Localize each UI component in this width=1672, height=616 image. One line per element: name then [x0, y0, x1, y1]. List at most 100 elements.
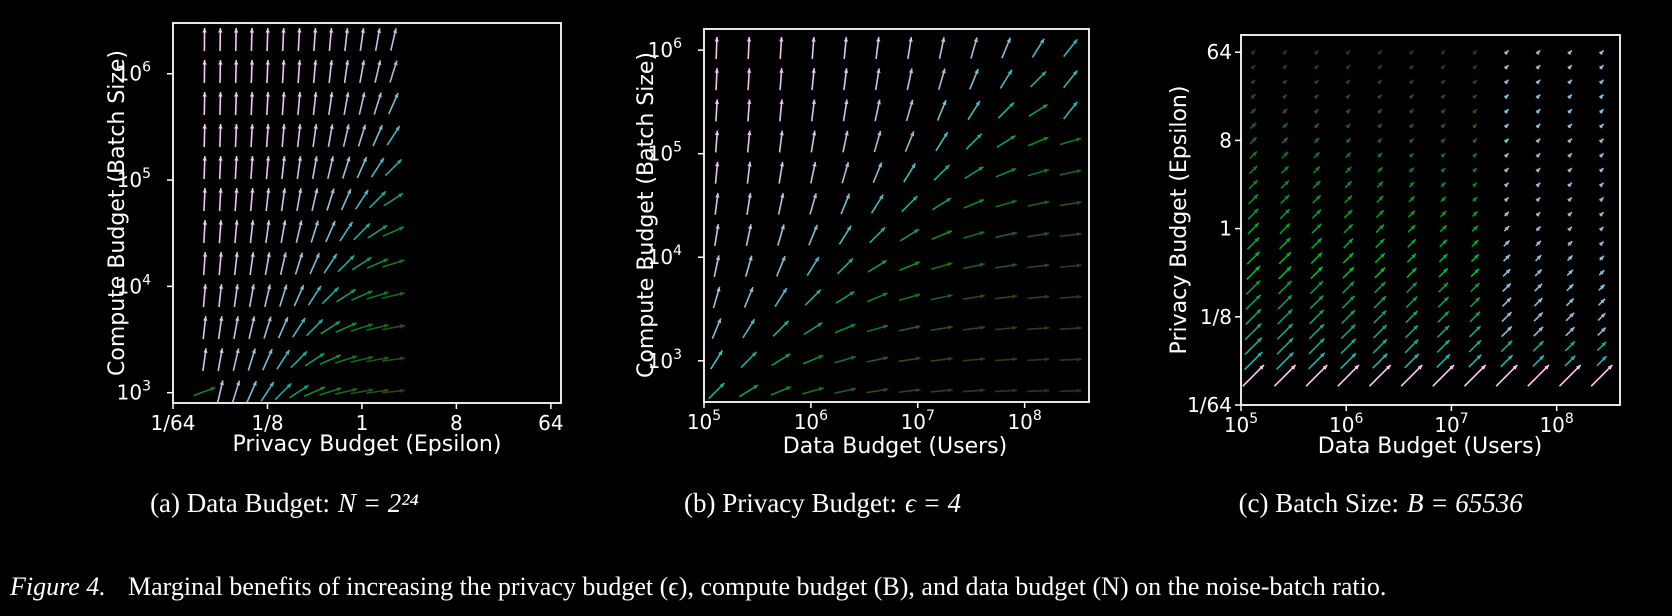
arrow — [1313, 137, 1320, 144]
arrow — [747, 99, 752, 122]
arrow — [1470, 268, 1480, 278]
arrow — [1405, 310, 1419, 324]
arrow — [280, 220, 287, 244]
arrow — [746, 192, 752, 215]
arrow — [774, 287, 788, 308]
arrow — [1567, 167, 1573, 173]
arrow — [274, 382, 292, 401]
arrow — [234, 220, 239, 244]
arrow — [1503, 196, 1510, 203]
arrow — [1345, 123, 1351, 129]
arrow — [319, 354, 342, 365]
arrow — [810, 130, 817, 153]
arrow — [1440, 152, 1446, 159]
arrow — [775, 255, 786, 277]
arrow — [232, 348, 240, 371]
arrow — [1250, 49, 1256, 56]
arrow — [1440, 64, 1446, 70]
arrow — [1567, 79, 1573, 85]
arrow — [1337, 364, 1360, 387]
arrow — [1502, 282, 1512, 292]
arrow — [262, 348, 273, 371]
arrow — [304, 352, 325, 367]
arrow — [1059, 294, 1082, 300]
arrow — [202, 348, 208, 372]
arrow — [1534, 268, 1543, 277]
arrow — [389, 60, 398, 83]
arrow — [323, 253, 338, 274]
arrow — [1503, 239, 1511, 247]
arrow — [1408, 64, 1415, 70]
arrow — [962, 356, 985, 362]
arrow — [1500, 354, 1514, 368]
arrow — [1250, 107, 1257, 115]
arrow — [1590, 364, 1613, 387]
plot-frame-c — [1240, 34, 1621, 406]
arrow — [965, 133, 983, 150]
arrow — [193, 386, 216, 397]
arrow — [366, 323, 390, 331]
arrow — [281, 92, 286, 116]
arrow — [1495, 364, 1518, 387]
arrow — [359, 60, 366, 84]
arrow — [1310, 266, 1324, 280]
arrow — [810, 99, 817, 122]
plot-frame-b — [703, 28, 1090, 403]
arrow — [327, 156, 335, 179]
arrow — [1566, 283, 1574, 292]
arrow — [1059, 263, 1082, 269]
arrow — [710, 349, 724, 370]
arrow — [350, 355, 374, 363]
arrow — [779, 99, 784, 122]
arrow — [1377, 123, 1383, 129]
arrow — [1372, 338, 1388, 354]
arrow — [295, 220, 303, 243]
arrow — [1400, 364, 1423, 387]
arrow — [1405, 296, 1418, 309]
arrow — [802, 387, 824, 395]
arrow — [1247, 222, 1260, 235]
x-tick-label: 106 — [794, 408, 828, 434]
arrow — [1598, 240, 1605, 247]
arrow — [296, 156, 303, 180]
arrow — [249, 252, 255, 276]
arrow — [1440, 93, 1446, 100]
arrow — [1245, 279, 1261, 295]
arrow — [1242, 364, 1265, 387]
arrow — [218, 188, 223, 212]
arrow — [866, 356, 889, 363]
arrow — [870, 194, 884, 214]
arrow — [217, 316, 224, 340]
arrow — [1535, 64, 1541, 70]
arrow — [1407, 210, 1416, 218]
arrow — [1276, 351, 1295, 370]
arrow — [372, 124, 384, 147]
arrow — [1565, 326, 1576, 337]
arrow — [898, 387, 921, 394]
arrow — [1408, 108, 1415, 114]
y-tick-label: 105 — [648, 140, 682, 166]
arrow — [1469, 325, 1482, 338]
arrow — [1503, 182, 1510, 188]
arrow — [834, 387, 857, 394]
arrow — [1345, 137, 1352, 144]
arrow — [1468, 339, 1482, 353]
arrow — [777, 224, 785, 246]
y-tick-label: 64 — [1207, 40, 1232, 64]
arrow — [1249, 136, 1258, 145]
arrow — [356, 156, 368, 179]
arrow — [964, 166, 984, 180]
arrows-a — [193, 28, 405, 403]
plot-frame-a — [172, 22, 562, 404]
arrow — [1246, 265, 1261, 280]
arrow — [1440, 167, 1446, 173]
arrow — [898, 325, 921, 332]
arrow — [1472, 167, 1478, 173]
x-tick-label: 105 — [1224, 411, 1258, 437]
arrow — [1281, 122, 1289, 129]
arrow — [264, 252, 271, 276]
arrow — [1567, 196, 1573, 203]
arrow — [1535, 108, 1541, 114]
arrow — [1503, 79, 1510, 85]
